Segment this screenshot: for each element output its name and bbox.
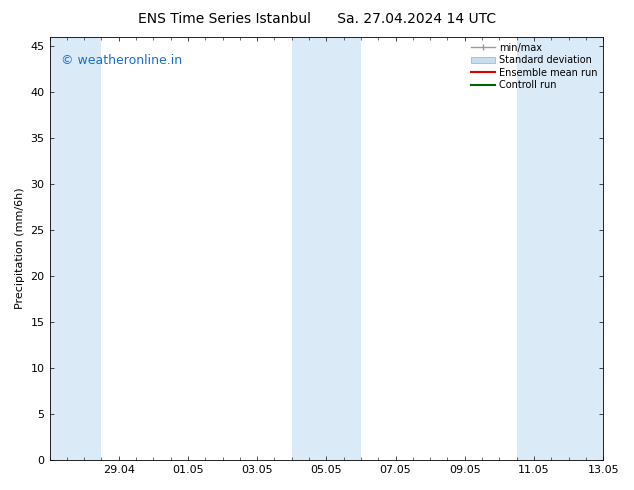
Y-axis label: Precipitation (mm/6h): Precipitation (mm/6h) — [15, 188, 25, 309]
Legend: min/max, Standard deviation, Ensemble mean run, Controll run: min/max, Standard deviation, Ensemble me… — [468, 40, 600, 93]
Bar — [49, 37, 101, 460]
Bar — [292, 37, 361, 460]
Text: © weatheronline.in: © weatheronline.in — [61, 54, 182, 67]
Bar — [517, 37, 603, 460]
Text: ENS Time Series Istanbul      Sa. 27.04.2024 14 UTC: ENS Time Series Istanbul Sa. 27.04.2024 … — [138, 12, 496, 26]
